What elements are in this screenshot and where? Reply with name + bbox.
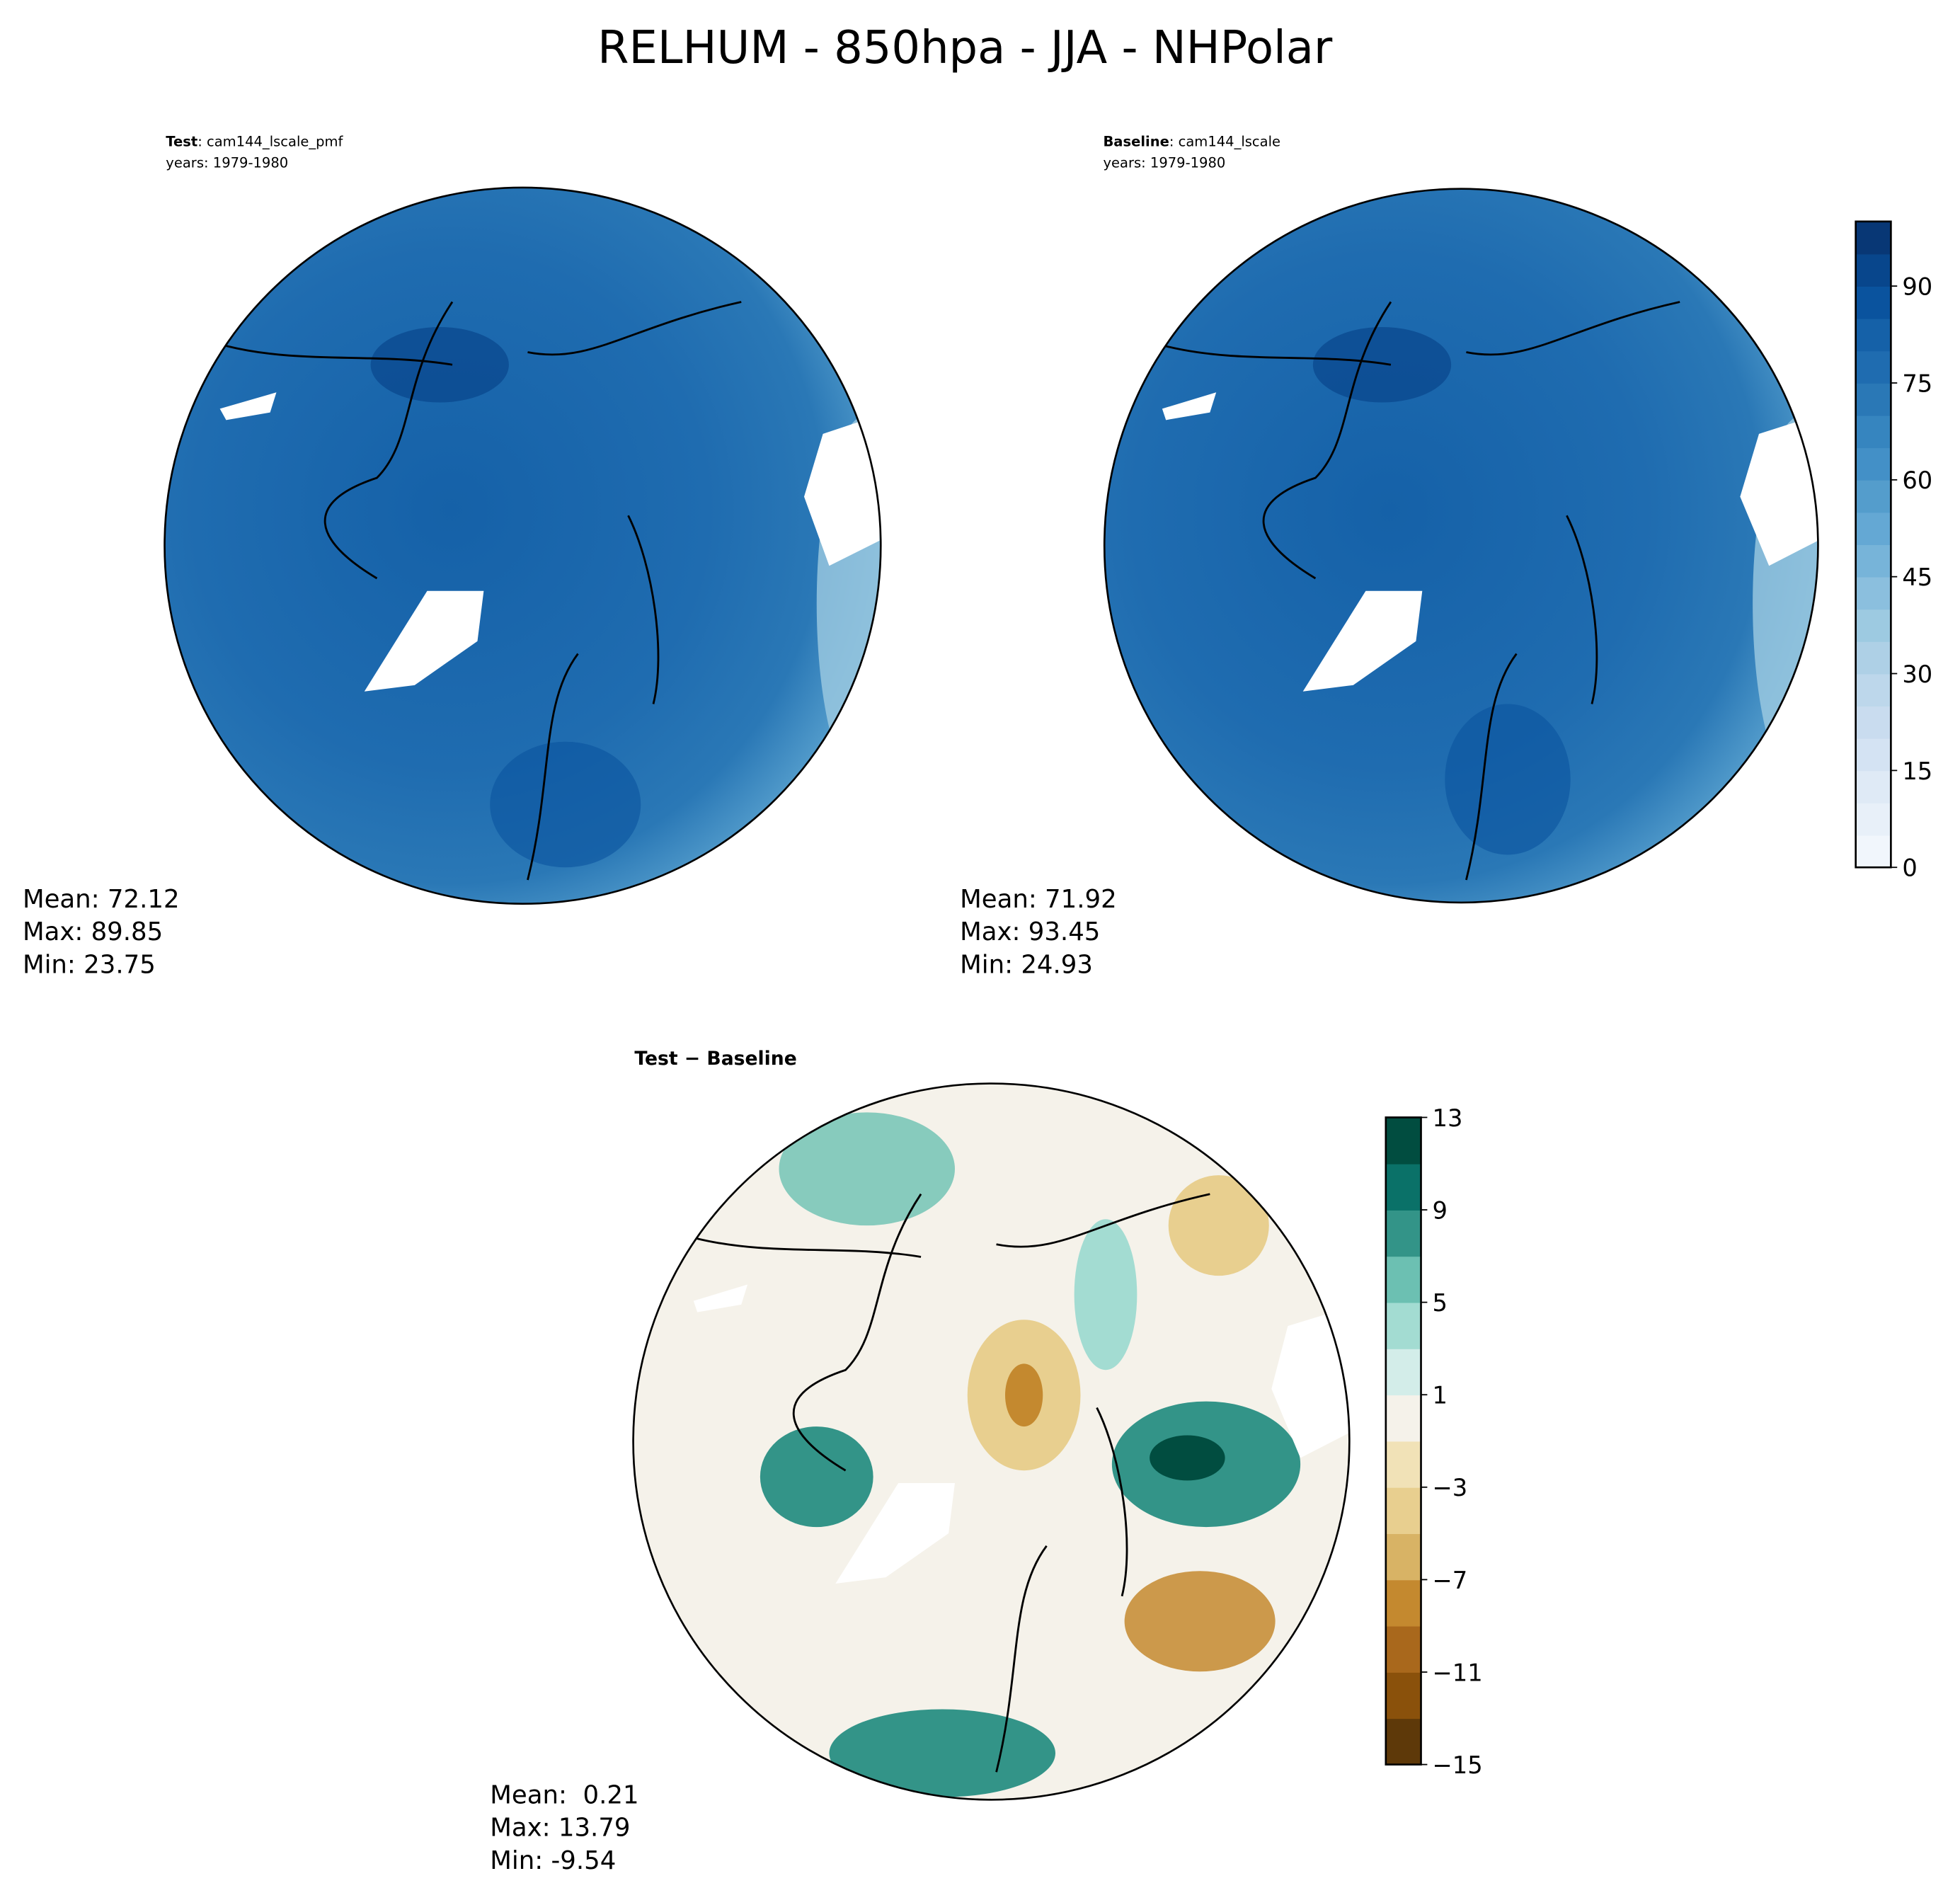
stat-mean: Mean: 71.92 — [960, 885, 1117, 914]
coastlines — [226, 301, 742, 881]
colorbar-segment — [1855, 802, 1891, 836]
colorbar-segment — [1385, 1256, 1421, 1303]
colorbar-segment — [1855, 512, 1891, 545]
panel-test: Test: cam144_lscale_pmf years: 1979-1980… — [23, 133, 882, 979]
stat-mean: Mean: 72.12 — [23, 885, 180, 914]
colorbar-segment — [1385, 1533, 1421, 1581]
stat-max: Max: 93.45 — [960, 917, 1100, 946]
colorbar-tick-label: −11 — [1433, 1659, 1483, 1686]
panel-test-years: years: 1979-1980 — [166, 155, 288, 171]
colorbar-tick-label: 13 — [1433, 1104, 1463, 1132]
colorbar-segment — [1855, 253, 1891, 287]
colorbar-segment — [1855, 706, 1891, 739]
panel-diff: Test − Baseline Mean: 0.21 Max: 13.79 Mi… — [490, 1048, 1351, 1875]
colorbar-tick-label: 45 — [1902, 563, 1932, 591]
panel-baseline-label: Baseline: cam144_lscale — [1103, 133, 1280, 149]
stat-min: Min: -9.54 — [490, 1846, 616, 1875]
colorbar-tick-label: 9 — [1433, 1196, 1448, 1224]
colorbar-segment — [1385, 1163, 1421, 1211]
colorbar-tick-label: −7 — [1433, 1567, 1468, 1594]
map-test — [164, 187, 881, 904]
colorbar-tick-label: 15 — [1902, 757, 1932, 785]
colorbar-tick-label: 5 — [1433, 1289, 1448, 1317]
colorbar-frame — [1385, 1116, 1422, 1766]
panel-baseline: Baseline: cam144_lscale years: 1979-1980… — [960, 133, 1819, 979]
colorbar-segment — [1385, 1348, 1421, 1396]
colorbar-segment — [1385, 1625, 1421, 1673]
colorbar-segment — [1385, 1302, 1421, 1349]
colorbar-segment — [1855, 221, 1891, 255]
figure-title: RELHUM - 850hpa - JJA - NHPolar — [597, 22, 1333, 74]
colorbar-segment — [1385, 1579, 1421, 1627]
colorbar-segment — [1385, 1210, 1421, 1257]
colorbar-segment — [1855, 286, 1891, 319]
colorbar-segment — [1855, 835, 1891, 869]
colorbar-segment — [1855, 447, 1891, 481]
colorbar-segment — [1855, 544, 1891, 578]
stat-min: Min: 24.93 — [960, 950, 1093, 979]
stat-min: Min: 23.75 — [23, 950, 156, 979]
colorbar-segment — [1855, 318, 1891, 352]
map-baseline — [1104, 188, 1818, 903]
colorbar-segment — [1855, 641, 1891, 675]
colorbar-relhum: 0 15 30 45 60 75 90 — [1855, 220, 1932, 882]
colorbar-tick-label: 90 — [1902, 273, 1932, 301]
greenland-mask — [364, 590, 484, 692]
colorbar-segment — [1855, 770, 1891, 803]
colorbar-tick-label: −15 — [1433, 1751, 1483, 1779]
colorbar-tick-label: 75 — [1902, 370, 1932, 397]
panel-baseline-years: years: 1979-1980 — [1103, 155, 1225, 171]
colorbar-segment — [1385, 1441, 1421, 1488]
colorbar-segment — [1855, 415, 1891, 449]
colorbar-diff: −15 −11 −7 −3 1 5 9 13 — [1385, 1104, 1483, 1779]
colorbar-tick-label: −3 — [1433, 1474, 1468, 1501]
stat-max: Max: 89.85 — [23, 917, 163, 946]
colorbar-tick-label: 30 — [1902, 660, 1932, 688]
panel-diff-label: Test − Baseline — [634, 1048, 796, 1070]
colorbar-segment — [1855, 382, 1891, 416]
colorbar-frame — [1855, 220, 1892, 869]
colorbar-segment — [1855, 609, 1891, 642]
colorbar-segment — [1385, 1671, 1421, 1720]
colorbar-segment — [1855, 479, 1891, 513]
colorbar-segment — [1385, 1718, 1421, 1766]
colorbar-tick-label: 1 — [1433, 1382, 1448, 1409]
map-diff — [633, 1083, 1350, 1800]
colorbar-segment — [1855, 673, 1891, 707]
colorbar-segment — [1385, 1395, 1421, 1442]
colorbar-tick-label: 60 — [1902, 467, 1932, 494]
stat-mean: Mean: 0.21 — [490, 1781, 638, 1810]
colorbar-segment — [1385, 1117, 1421, 1165]
colorbar-segment — [1855, 350, 1891, 384]
colorbar-tick-label: 0 — [1902, 854, 1917, 882]
colorbar-segment — [1385, 1487, 1421, 1534]
stat-max: Max: 13.79 — [490, 1814, 630, 1843]
colorbar-segment — [1855, 576, 1891, 610]
panel-test-label: Test: cam144_lscale_pmf — [166, 133, 343, 149]
colorbar-segment — [1855, 738, 1891, 772]
